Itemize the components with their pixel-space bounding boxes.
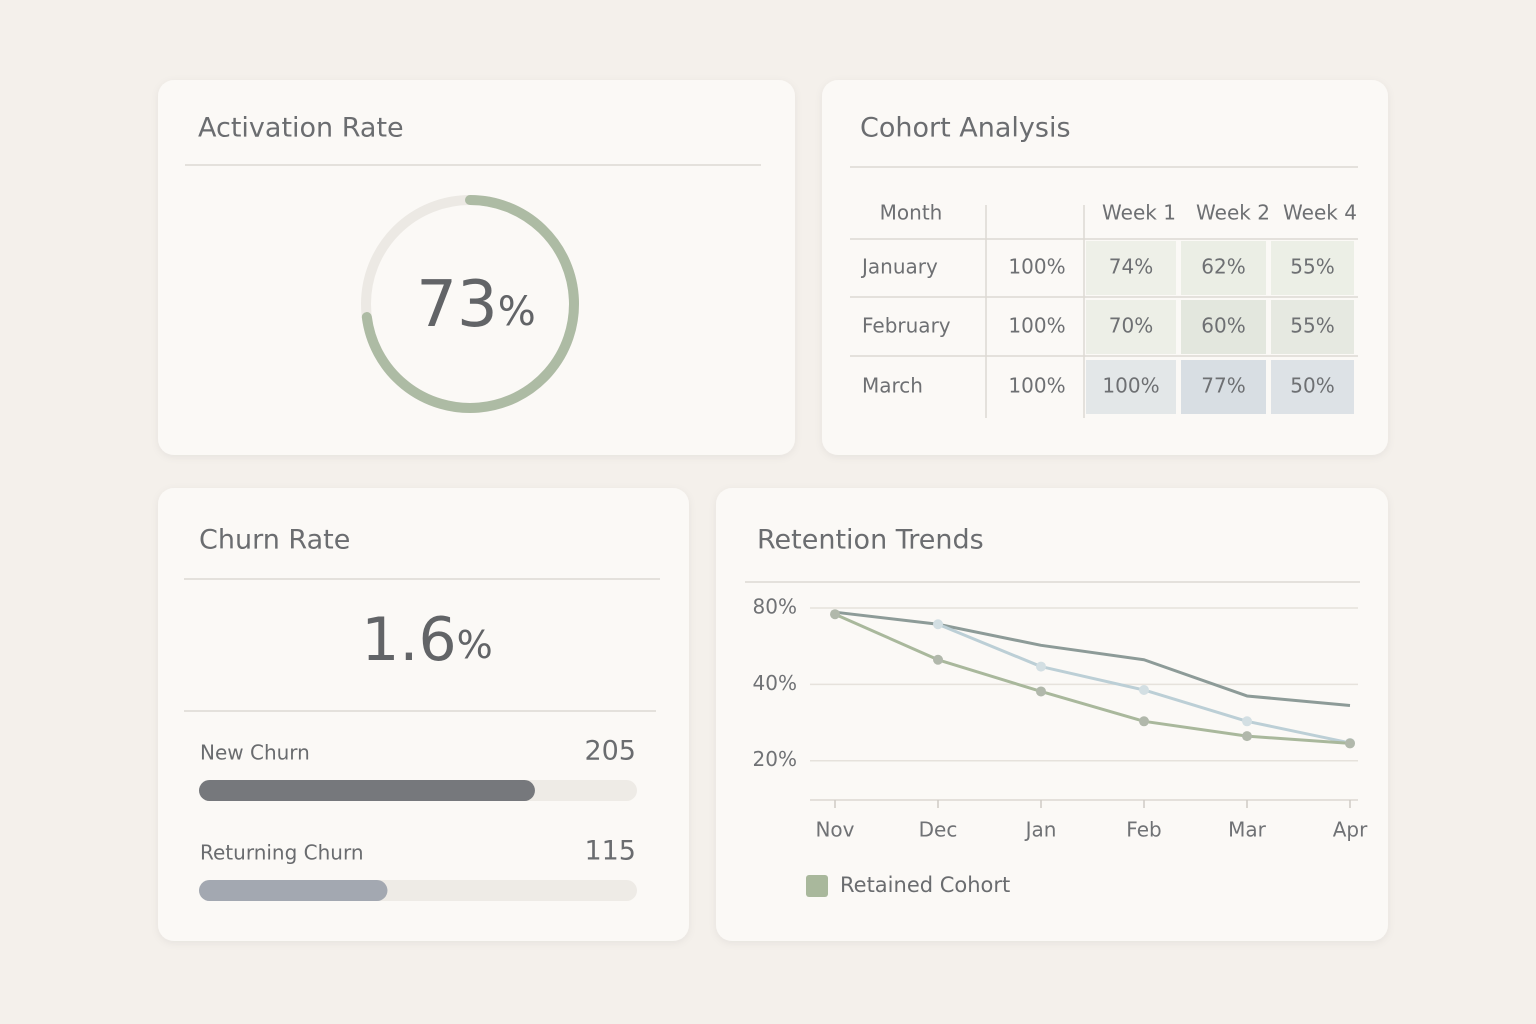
kpi-unit: % — [457, 623, 493, 667]
kpi-unit: % — [498, 289, 536, 335]
cohort-cell: 55% — [1290, 255, 1334, 279]
card — [716, 488, 1388, 941]
x-tick-label: Dec — [919, 818, 958, 842]
legend-swatch — [806, 875, 828, 897]
x-tick-label: Mar — [1228, 818, 1267, 842]
cohort-cell: 70% — [1109, 314, 1153, 338]
cohort-cell: 100% — [1008, 314, 1065, 338]
row-label: February — [862, 314, 951, 338]
data-point — [1036, 661, 1046, 672]
kpi-value: 1.6% — [361, 605, 493, 675]
data-point — [933, 619, 943, 630]
data-point — [830, 609, 840, 620]
column-header: Week 4 — [1283, 201, 1357, 225]
cohort-cell: 100% — [1008, 374, 1065, 398]
legend-label: Retained Cohort — [840, 873, 1010, 897]
cohort-cell-bg — [1181, 300, 1266, 354]
cohort-cell: 50% — [1290, 374, 1334, 398]
kpi-number: 73 — [416, 268, 497, 342]
y-tick-label: 80% — [753, 594, 797, 618]
series-line — [834, 610, 1351, 708]
data-point — [1036, 686, 1046, 697]
data-point — [933, 654, 943, 665]
data-point — [1242, 731, 1252, 742]
row-label: January — [860, 255, 938, 279]
column-header: Month — [880, 201, 943, 225]
cohort-cell-bg — [1086, 241, 1176, 295]
cohort-cell-bg — [1271, 300, 1354, 354]
y-tick-label: 20% — [753, 747, 797, 771]
churn-label: New Churn — [200, 741, 310, 765]
cohort-cell-bg — [1181, 360, 1266, 414]
column-header: Week 2 — [1196, 201, 1270, 225]
cohort-cell: 60% — [1201, 314, 1245, 338]
cohort-cell: 100% — [1008, 255, 1065, 279]
card-title: Churn Rate — [199, 525, 350, 556]
card-title: Cohort Analysis — [860, 113, 1071, 144]
cohort-cell: 62% — [1201, 255, 1245, 279]
data-point — [1242, 716, 1252, 727]
card — [158, 488, 689, 941]
x-tick-label: Apr — [1333, 818, 1368, 842]
cohort-cell: 100% — [1102, 374, 1159, 398]
row-label: March — [862, 374, 923, 398]
cohort-cell-bg — [1271, 360, 1354, 414]
y-tick-label: 40% — [753, 671, 797, 695]
data-point — [1139, 684, 1149, 695]
x-tick-label: Nov — [815, 818, 854, 842]
kpi-value: 73% — [416, 268, 535, 342]
data-point — [1345, 738, 1355, 749]
cohort-cell-bg — [1181, 241, 1266, 295]
cohort-cell: 77% — [1201, 374, 1245, 398]
churn-bar — [199, 880, 388, 901]
churn-count: 205 — [584, 736, 636, 767]
x-tick-label: Jan — [1024, 818, 1057, 842]
cohort-cell-bg — [1086, 300, 1176, 354]
kpi-number: 1.6 — [361, 605, 456, 675]
cohort-cell: 55% — [1290, 314, 1334, 338]
churn-label: Returning Churn — [200, 841, 364, 865]
churn-count: 115 — [584, 836, 636, 867]
card-title: Activation Rate — [198, 113, 404, 144]
ring-progress — [361, 195, 579, 413]
x-tick-label: Feb — [1126, 818, 1161, 842]
card — [158, 80, 795, 455]
series-line — [834, 612, 1351, 745]
cohort-cell: 74% — [1109, 255, 1153, 279]
cohort-cell-bg — [1271, 241, 1354, 295]
data-point — [1139, 716, 1149, 727]
cohort-cell-bg — [1086, 360, 1176, 414]
churn-bar — [199, 780, 535, 801]
card-title: Retention Trends — [757, 525, 984, 556]
column-header: Week 1 — [1102, 201, 1176, 225]
